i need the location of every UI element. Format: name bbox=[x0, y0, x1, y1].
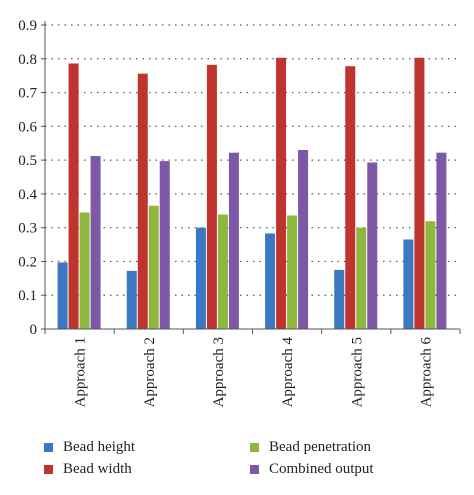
x-tick-label: Approach 2 bbox=[142, 337, 158, 407]
legend: Bead height Bead penetration Bead width … bbox=[0, 432, 474, 492]
bar bbox=[345, 66, 356, 329]
y-tick-label: 0.7 bbox=[18, 86, 37, 102]
x-tick-label: Approach 5 bbox=[349, 337, 365, 407]
bar bbox=[68, 63, 79, 330]
bar bbox=[148, 205, 159, 329]
bar bbox=[403, 239, 414, 329]
y-tick-labels: 0 0.1 0.2 0.3 0.4 0.5 0.6 0.7 0.8 0.9 bbox=[18, 18, 37, 338]
y-tick-label: 0.2 bbox=[18, 254, 37, 270]
bar bbox=[57, 262, 68, 329]
x-tick-labels: Approach 1 Approach 2 Approach 3 Approach 4… bbox=[73, 337, 435, 408]
y-tick-label: 0.1 bbox=[18, 288, 37, 304]
x-tick-label: Approach 1 bbox=[73, 337, 89, 407]
bars bbox=[57, 57, 447, 330]
bar bbox=[228, 152, 239, 329]
bar bbox=[367, 162, 378, 329]
bar bbox=[206, 64, 217, 329]
legend-label: Bead height bbox=[63, 439, 136, 455]
bar bbox=[159, 161, 170, 329]
bar bbox=[195, 227, 206, 329]
bar bbox=[126, 270, 137, 329]
bar bbox=[414, 57, 425, 330]
bar bbox=[425, 221, 436, 329]
legend-label: Bead width bbox=[63, 461, 132, 477]
legend-item-bead-height: Bead height bbox=[44, 438, 135, 456]
x-tick-label: Approach 4 bbox=[280, 337, 296, 408]
y-tick-label: 0.8 bbox=[18, 52, 37, 68]
y-tick-label: 0 bbox=[30, 322, 38, 338]
y-tick-label: 0.5 bbox=[18, 153, 37, 169]
y-tick-label: 0.3 bbox=[18, 221, 37, 237]
legend-swatch bbox=[250, 464, 259, 474]
legend-item-bead-width: Bead width bbox=[44, 460, 132, 478]
bar bbox=[298, 149, 309, 329]
legend-label: Bead penetration bbox=[269, 439, 372, 455]
bar bbox=[90, 156, 101, 329]
x-tick-label: Approach 3 bbox=[211, 337, 227, 407]
bar bbox=[265, 233, 276, 329]
bar bbox=[436, 152, 447, 329]
legend-swatch bbox=[44, 442, 53, 452]
legend-swatch bbox=[44, 464, 53, 474]
bar bbox=[287, 215, 298, 329]
axes bbox=[41, 21, 461, 334]
legend-swatch bbox=[250, 442, 259, 452]
y-tick-label: 0.4 bbox=[18, 187, 37, 203]
bar bbox=[79, 212, 90, 329]
gridlines bbox=[45, 24, 460, 296]
legend-label: Combined output bbox=[269, 461, 374, 477]
y-tick-label: 0.9 bbox=[18, 18, 37, 34]
legend-item-bead-penetration: Bead penetration bbox=[250, 438, 371, 456]
bar bbox=[356, 227, 367, 329]
bar bbox=[137, 73, 148, 329]
x-tick-label: Approach 6 bbox=[418, 337, 434, 408]
bar bbox=[217, 214, 228, 329]
y-tick-label: 0.6 bbox=[18, 119, 37, 135]
legend-item-combined-output: Combined output bbox=[250, 460, 374, 478]
bar bbox=[276, 57, 287, 330]
bar bbox=[334, 269, 345, 329]
